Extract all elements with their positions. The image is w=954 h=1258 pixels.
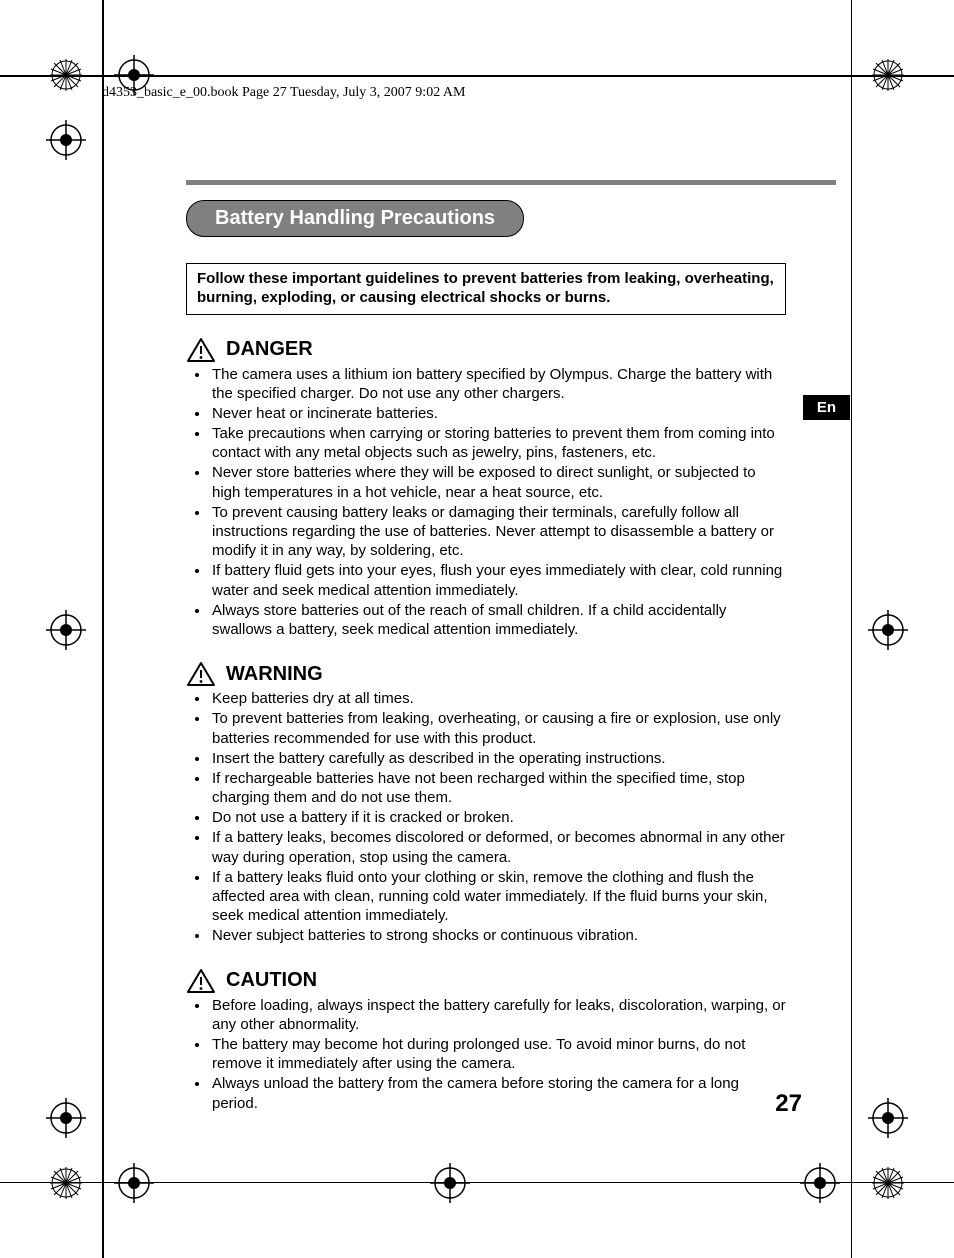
caution-heading: CAUTION [186,968,786,994]
page-number: 27 [775,1090,802,1118]
cross-mark-icon [868,1098,908,1138]
danger-label: DANGER [226,338,313,361]
danger-heading: DANGER [186,337,786,363]
crop-line-right [851,0,853,1258]
list-item: Take precautions when carrying or storin… [210,424,786,462]
warning-list: Keep batteries dry at all times.To preve… [186,689,786,945]
book-header-line: d4353_basic_e_00.book Page 27 Tuesday, J… [102,85,465,101]
cross-mark-icon [46,610,86,650]
hazard-triangle-icon [186,661,216,687]
reg-mark-icon [868,55,908,95]
reg-mark-icon [46,55,86,95]
cross-mark-icon [114,1163,154,1203]
list-item: Never store batteries where they will be… [210,463,786,501]
list-item: Never subject batteries to strong shocks… [210,926,786,945]
cross-mark-icon [800,1163,840,1203]
list-item: Before loading, always inspect the batte… [210,996,786,1034]
intro-box: Follow these important guidelines to pre… [186,263,786,315]
list-item: Always store batteries out of the reach … [210,601,786,639]
page-content: Battery Handling Precautions Follow thes… [186,200,786,1114]
crop-line-left [102,0,104,1258]
language-tab: En [803,395,850,420]
reg-mark-icon [46,1163,86,1203]
list-item: The camera uses a lithium ion battery sp… [210,365,786,403]
cross-mark-icon [46,1098,86,1138]
cross-mark-icon [868,610,908,650]
caution-list: Before loading, always inspect the batte… [186,996,786,1113]
list-item: Never heat or incinerate batteries. [210,404,786,423]
list-item: If rechargeable batteries have not been … [210,769,786,807]
reg-mark-icon [868,1163,908,1203]
list-item: If a battery leaks, becomes discolored o… [210,828,786,866]
cross-mark-icon [46,120,86,160]
list-item: The battery may become hot during prolon… [210,1035,786,1073]
warning-label: WARNING [226,663,323,686]
list-item: Keep batteries dry at all times. [210,689,786,708]
list-item: Always unload the battery from the camer… [210,1074,786,1112]
list-item: If battery fluid gets into your eyes, fl… [210,561,786,599]
list-item: Do not use a battery if it is cracked or… [210,808,786,827]
warning-heading: WARNING [186,661,786,687]
list-item: To prevent causing battery leaks or dama… [210,503,786,561]
section-title-pill: Battery Handling Precautions [186,200,524,237]
cross-mark-icon [430,1163,470,1203]
list-item: Insert the battery carefully as describe… [210,749,786,768]
hazard-triangle-icon [186,337,216,363]
hazard-triangle-icon [186,968,216,994]
danger-list: The camera uses a lithium ion battery sp… [186,365,786,640]
section-top-bar [186,180,836,185]
list-item: To prevent batteries from leaking, overh… [210,709,786,747]
caution-label: CAUTION [226,969,317,992]
list-item: If a battery leaks fluid onto your cloth… [210,868,786,926]
